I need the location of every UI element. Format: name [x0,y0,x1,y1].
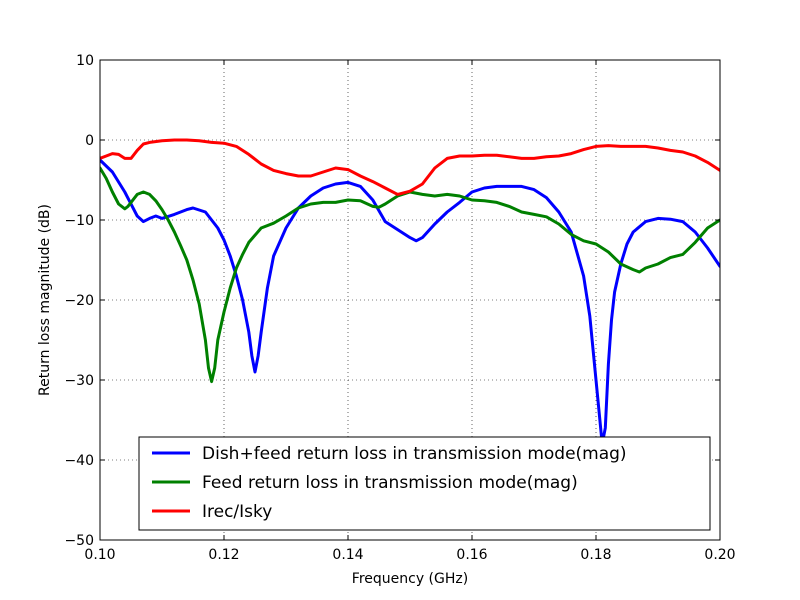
y-tick-label: −10 [64,213,94,229]
ticks: 0.10 0.12 0.14 0.16 0.18 0.20 10 0 −10 −20 −30 −40 −… [64,53,735,563]
x-axis-title: Frequency (GHz) [352,571,468,587]
series-line-3 [100,138,720,196]
series-group [100,138,720,446]
y-tick-label: −20 [64,293,94,309]
x-tick-label: 0.18 [580,547,611,563]
legend: Dish+feed return loss in transmission mo… [138,436,711,531]
x-tick-label: 0.16 [456,547,487,563]
y-tick-label: −50 [64,533,94,549]
series-line-1 [100,158,720,446]
x-tick-label: 0.10 [84,547,115,563]
y-tick-label: 0 [85,133,94,149]
legend-box [138,436,711,531]
y-axis-title: Return loss magnitude (dB) [37,204,53,396]
y-tick-label: −40 [64,453,94,469]
y-tick-label: 10 [76,53,94,69]
x-tick-label: 0.20 [704,547,735,563]
x-tick-label: 0.14 [332,547,363,563]
legend-label-2: Feed return loss in transmission mode(ma… [202,473,578,493]
series-line-2 [100,166,720,384]
x-tick-label: 0.12 [208,547,239,563]
y-tick-label: −30 [64,373,94,389]
legend-label-1: Dish+feed return loss in transmission mo… [202,444,627,464]
legend-label-3: Irec/Isky [202,502,272,522]
